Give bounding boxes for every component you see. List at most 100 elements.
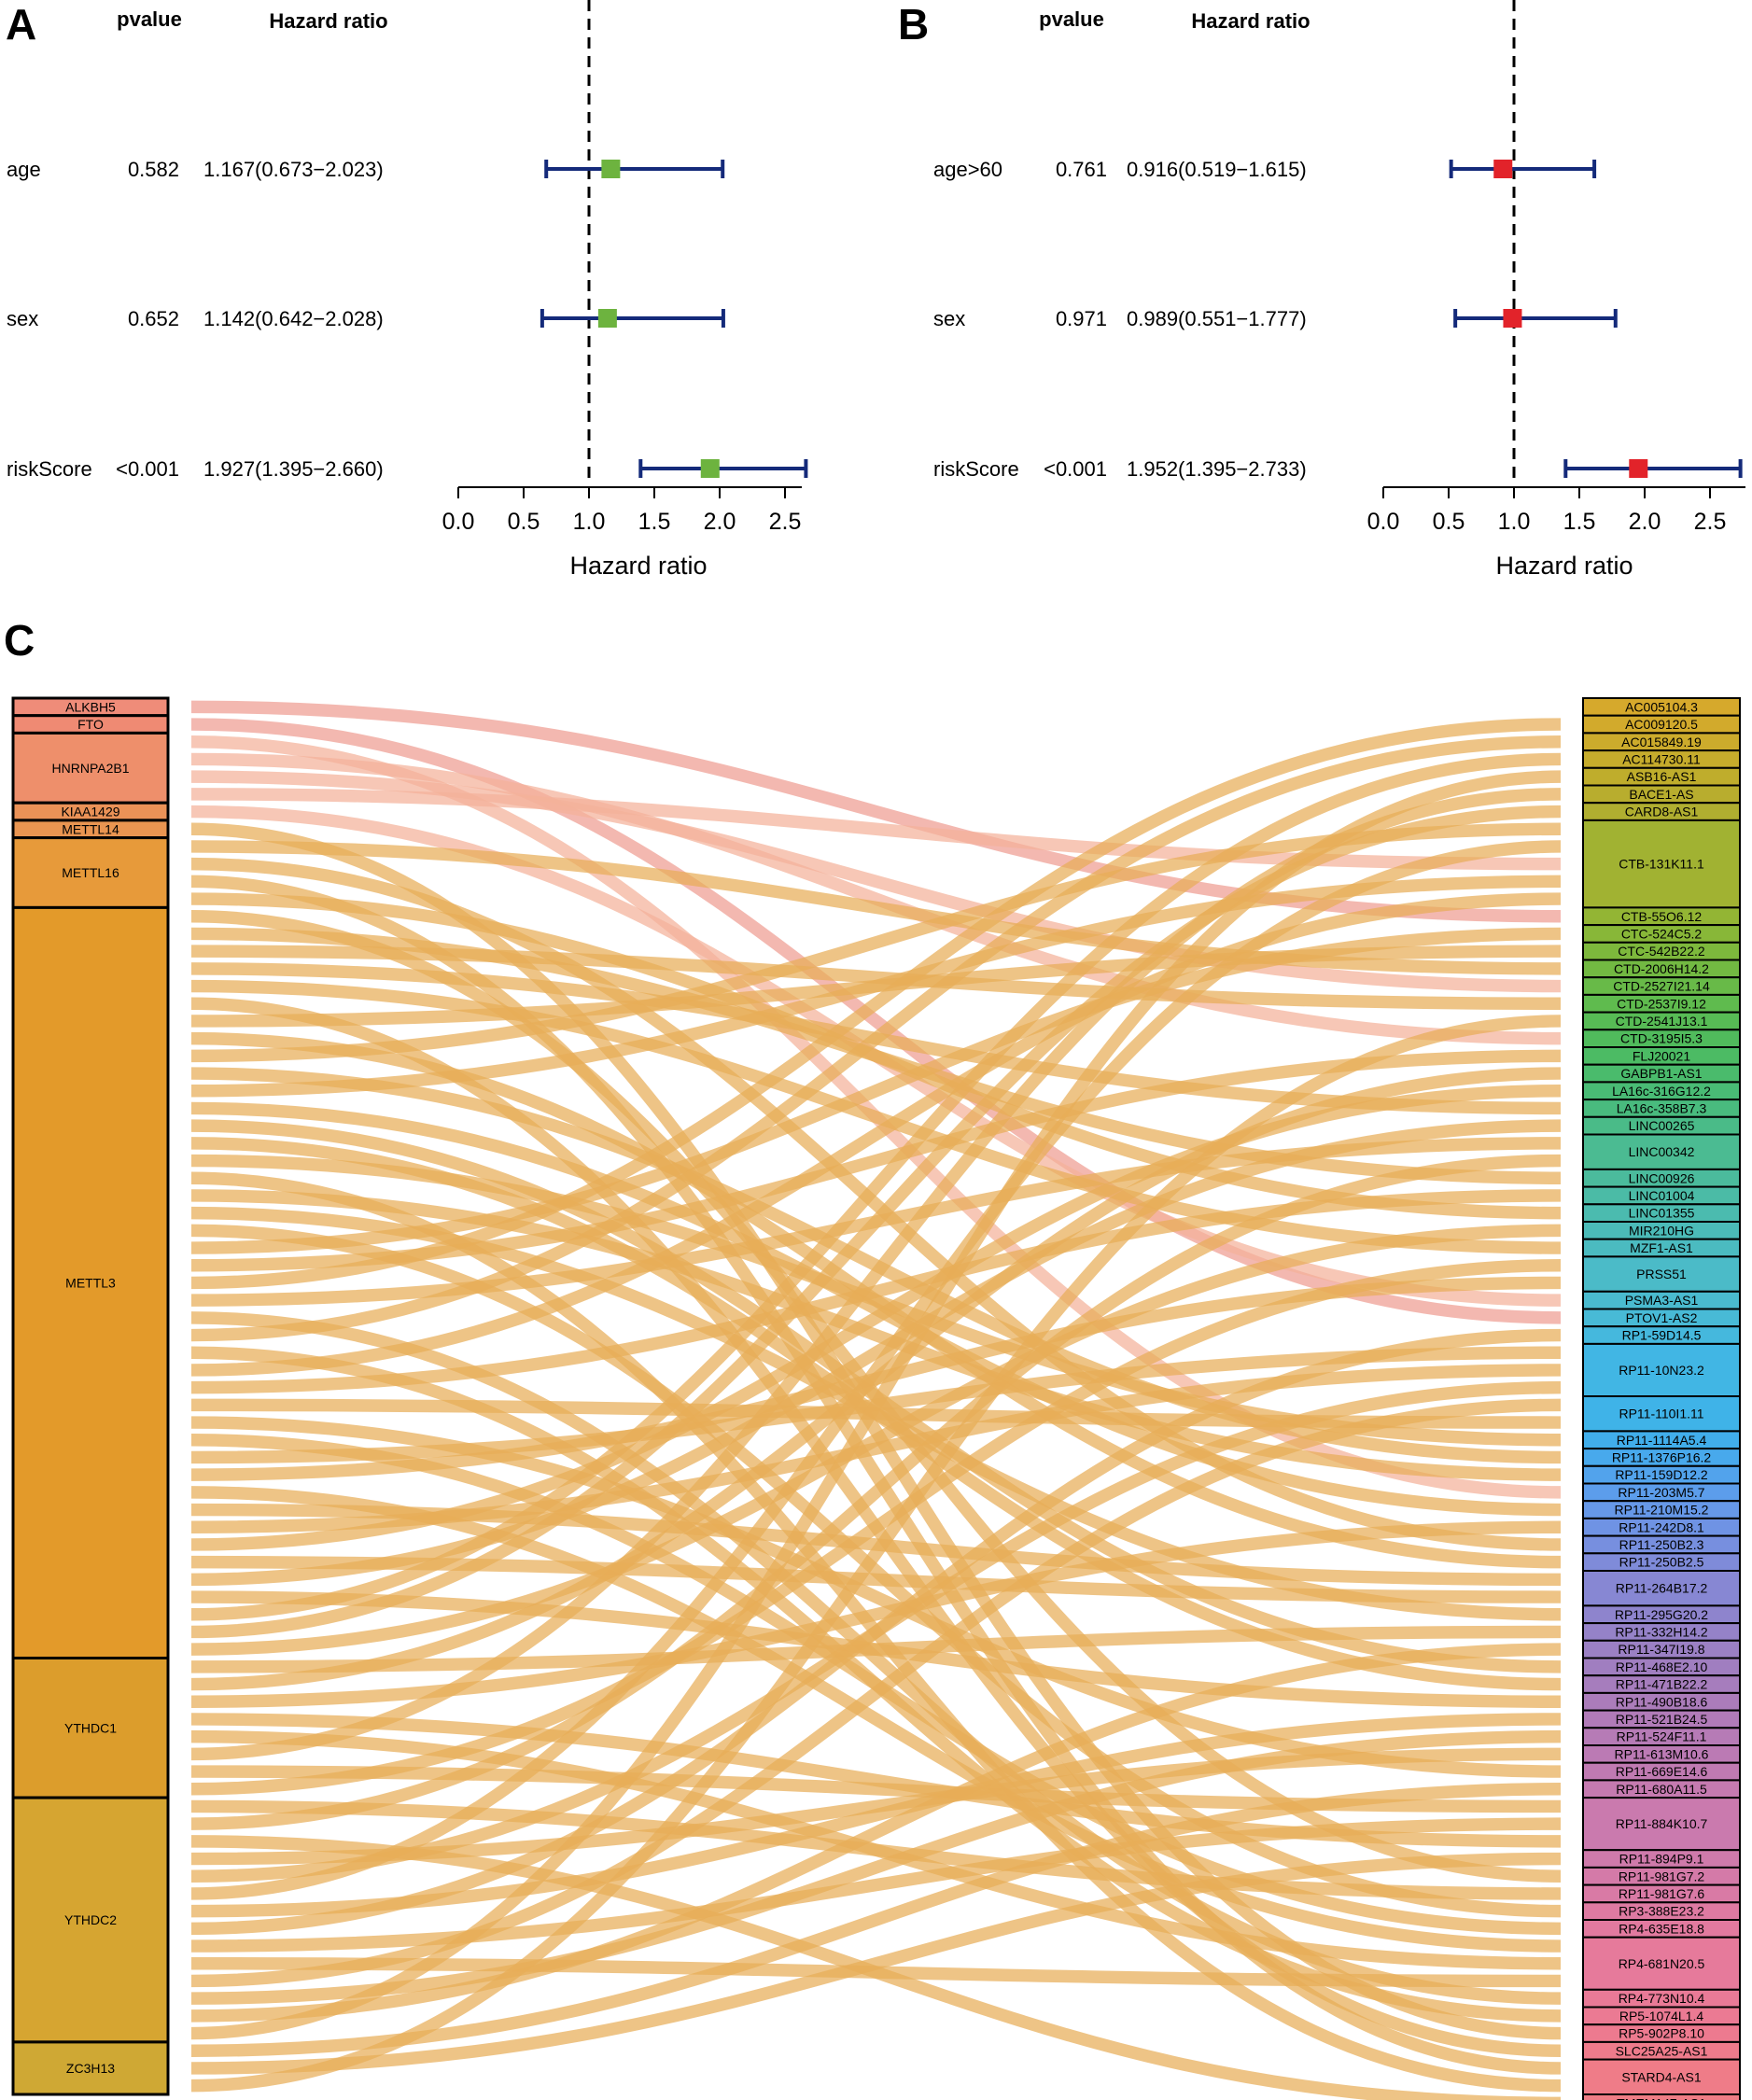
row-hazard-ratio-text: 1.927(1.395−2.660) [203, 457, 384, 481]
right-node-label: RP4-635E18.8 [1619, 1921, 1704, 1936]
ribbon-link [190, 1799, 1562, 1900]
right-node-label: MIR210HG [1629, 1223, 1694, 1238]
ribbon-link [190, 805, 1562, 1639]
right-node-label: RP11-981G7.6 [1619, 1886, 1705, 1901]
right-node-label: CTD-3195I5.3 [1620, 1031, 1703, 1046]
ribbon-link [190, 1154, 1562, 1830]
right-node-label: RP11-264B17.2 [1616, 1581, 1708, 1596]
right-node-label: RP11-521B24.5 [1616, 1712, 1708, 1727]
right-node-label: RP11-613M10.6 [1615, 1746, 1709, 1761]
x-tick-label: 0.5 [508, 509, 540, 535]
row-hazard-ratio-text: 1.952(1.395−2.733) [1127, 457, 1307, 481]
ribbon-link [190, 718, 1562, 1324]
row-pvalue: 0.652 [128, 307, 179, 330]
row-hazard-ratio-text: 0.989(0.551−1.777) [1127, 307, 1307, 330]
x-tick-label: 2.5 [769, 509, 802, 535]
x-axis-title: Hazard ratio [569, 552, 707, 580]
hazard-ratio-marker [700, 459, 720, 478]
row-pvalue: 0.582 [128, 158, 179, 181]
right-node-label: CARD8-AS1 [1625, 805, 1699, 819]
right-node-label: LA16c-316G12.2 [1612, 1084, 1711, 1099]
ribbon-link [190, 840, 1562, 1900]
row-pvalue: <0.001 [116, 457, 179, 481]
x-tick-label: 2.5 [1694, 509, 1727, 535]
ribbon-link [190, 1434, 1562, 1936]
ribbon-link [190, 752, 1562, 1621]
left-node [11, 905, 170, 1659]
right-node [1582, 1570, 1741, 1607]
pvalue-header: pvalue [1039, 7, 1104, 31]
right-node-label: LINC01004 [1629, 1188, 1695, 1203]
left-node-label: METTL3 [65, 1275, 116, 1290]
right-node-label: PTOV1-AS2 [1626, 1310, 1698, 1325]
right-node-label: CTD-2006H14.2 [1614, 961, 1709, 976]
hazard-ratio-marker [1493, 160, 1513, 178]
right-node-label: RP11-894P9.1 [1619, 1852, 1704, 1867]
ribbon-link [190, 1713, 1562, 1918]
left-node [11, 2040, 170, 2096]
right-node-label: RP11-1114A5.4 [1617, 1433, 1707, 1448]
right-node-label: LINC01355 [1629, 1206, 1695, 1221]
ribbon-link [190, 1189, 1562, 1481]
left-node [11, 1796, 170, 2044]
right-node-label: PRSS51 [1636, 1267, 1687, 1281]
ribbon-link [190, 1783, 1562, 2057]
pvalue-header: pvalue [117, 7, 182, 31]
row-pvalue: 0.971 [1056, 307, 1107, 330]
right-node-label: CTD-2537I9.12 [1617, 996, 1706, 1011]
right-node-label: AC009120.5 [1625, 717, 1698, 732]
hazard-ratio-marker [1503, 309, 1522, 328]
ribbon-link [190, 1101, 1562, 1517]
row-hazard-ratio-text: 1.167(0.673−2.023) [203, 158, 384, 181]
right-node-label: LA16c-358B7.3 [1617, 1100, 1707, 1115]
right-node [1582, 819, 1741, 909]
right-node-label: RP11-471B22.2 [1616, 1677, 1708, 1692]
right-node [1582, 1936, 1741, 1991]
right-node-label: RP11-981G7.2 [1619, 1869, 1705, 1883]
right-node-label: RP11-10N23.2 [1619, 1363, 1704, 1378]
sankey-diagram-c: C ALKBH5 FTO HNRNPA2B1 KIAA1429 METTL14 METTL1… [4, 616, 1741, 2100]
ribbon-link [190, 1625, 1562, 1673]
left-node-label: FTO [77, 717, 104, 732]
ribbon-link [190, 752, 1562, 1045]
x-tick-label: 2.0 [704, 509, 736, 535]
right-node-label: RP11-347I19.8 [1618, 1642, 1704, 1657]
right-node-label: RP4-773N10.4 [1619, 1991, 1705, 2006]
right-node-label: RP11-884K10.7 [1616, 1816, 1708, 1831]
left-node-label: HNRNPA2B1 [52, 761, 130, 776]
right-node-label: RP5-1074L1.4 [1619, 2009, 1704, 2023]
right-node-label: RP4-681N20.5 [1619, 1956, 1705, 1971]
ribbon-link [190, 770, 1562, 993]
x-tick-label: 0.0 [442, 509, 475, 535]
row-variable: riskScore [933, 457, 1019, 481]
right-node-label: RP5-902P8.10 [1619, 2026, 1704, 2041]
hazard-ratio-marker [1629, 459, 1648, 478]
ribbon-link [190, 979, 1562, 1254]
ribbon-link [190, 1398, 1562, 1988]
right-node-label: RP11-680A11.5 [1616, 1782, 1707, 1797]
right-node-label: STARD4-AS1 [1621, 2069, 1702, 2084]
right-node-label: RP11-242D8.1 [1619, 1519, 1704, 1534]
hazard-ratio-header: Hazard ratio [1191, 9, 1310, 33]
left-node-label: YTHDC2 [64, 1912, 117, 1927]
hazard-ratio-marker [597, 309, 617, 328]
x-tick-label: 2.0 [1629, 509, 1661, 535]
row-variable: sex [933, 307, 965, 330]
left-node-label: ALKBH5 [65, 699, 116, 714]
right-node-label: AC005104.3 [1625, 699, 1698, 714]
right-node-label: RP11-250B2.5 [1619, 1555, 1704, 1570]
ribbon-link [190, 875, 1562, 1098]
left-node-label: METTL16 [62, 865, 119, 880]
right-node-label: CTD-2527I21.14 [1613, 979, 1710, 994]
right-node-label: CTC-524C5.2 [1621, 926, 1703, 941]
x-tick-label: 1.0 [1498, 509, 1531, 535]
right-node-label: FLJ20021 [1633, 1048, 1690, 1063]
panel-label: B [898, 0, 929, 49]
right-node-label: LINC00342 [1629, 1144, 1695, 1159]
right-node [1582, 2093, 1741, 2100]
ribbon-link [190, 1817, 1562, 1953]
left-node-label: ZC3H13 [66, 2061, 115, 2076]
